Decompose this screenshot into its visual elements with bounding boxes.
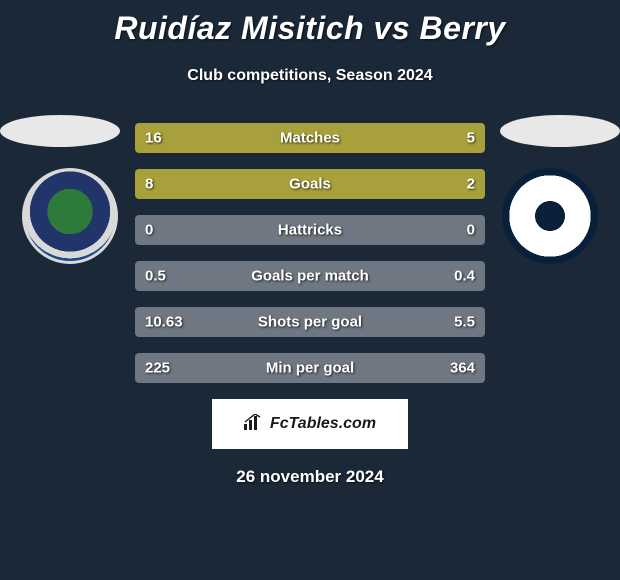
stat-row: 225 Min per goal 364 — [135, 353, 485, 383]
stat-label: Hattricks — [278, 222, 342, 239]
stat-value-right: 5 — [467, 130, 475, 147]
stat-value-right: 364 — [450, 360, 475, 377]
stat-label: Goals — [289, 176, 331, 193]
stat-value-right: 5.5 — [454, 314, 475, 331]
stat-label: Min per goal — [266, 360, 354, 377]
stat-bar-left — [135, 123, 401, 153]
stat-row: 8 Goals 2 — [135, 169, 485, 199]
chart-icon — [244, 414, 264, 435]
stat-value-right: 0.4 — [454, 268, 475, 285]
comparison-title: Ruidíaz Misitich vs Berry — [0, 0, 620, 47]
source-label: FcTables.com — [270, 415, 376, 433]
stat-value-left: 225 — [145, 360, 170, 377]
stat-bar-left — [135, 169, 415, 199]
stat-label: Matches — [280, 130, 340, 147]
stat-row: 0.5 Goals per match 0.4 — [135, 261, 485, 291]
stat-value-left: 16 — [145, 130, 162, 147]
player-disc-right — [500, 115, 620, 147]
stat-value-right: 0 — [467, 222, 475, 239]
comparison-date: 26 november 2024 — [0, 467, 620, 487]
club-badge-left — [22, 168, 118, 264]
comparison-subtitle: Club competitions, Season 2024 — [0, 67, 620, 85]
stat-value-left: 0 — [145, 222, 153, 239]
club-badge-right — [502, 168, 598, 264]
source-badge: FcTables.com — [212, 399, 408, 449]
stat-label: Shots per goal — [258, 314, 362, 331]
stat-value-right: 2 — [467, 176, 475, 193]
player-disc-left — [0, 115, 120, 147]
stat-label: Goals per match — [251, 268, 369, 285]
stat-value-left: 8 — [145, 176, 153, 193]
stat-value-left: 0.5 — [145, 268, 166, 285]
stat-row: 10.63 Shots per goal 5.5 — [135, 307, 485, 337]
stat-value-left: 10.63 — [145, 314, 183, 331]
stat-row: 0 Hattricks 0 — [135, 215, 485, 245]
comparison-body: 16 Matches 5 8 Goals 2 0 Hattricks 0 0.5 Goals per… — [0, 123, 620, 383]
stat-bars: 16 Matches 5 8 Goals 2 0 Hattricks 0 0.5 Goals per… — [135, 123, 485, 383]
stat-row: 16 Matches 5 — [135, 123, 485, 153]
